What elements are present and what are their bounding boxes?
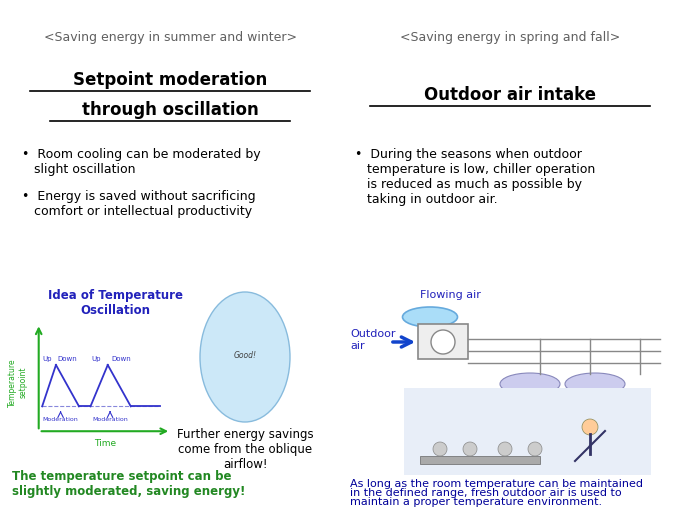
Text: airflow!: airflow! bbox=[223, 458, 267, 471]
Bar bbox=[420, 456, 540, 464]
Text: Down: Down bbox=[112, 355, 131, 361]
Circle shape bbox=[433, 442, 447, 456]
Ellipse shape bbox=[565, 373, 625, 395]
Text: Moderation: Moderation bbox=[43, 416, 78, 421]
Text: through oscillation: through oscillation bbox=[82, 101, 258, 119]
Text: in the defined range, fresh outdoor air is used to: in the defined range, fresh outdoor air … bbox=[350, 487, 622, 497]
Text: <Saving energy in summer and winter>: <Saving energy in summer and winter> bbox=[44, 32, 296, 44]
Bar bbox=[418, 324, 468, 359]
Circle shape bbox=[528, 442, 542, 456]
Text: Down: Down bbox=[58, 355, 78, 361]
Text: <Saving energy in spring and fall>: <Saving energy in spring and fall> bbox=[400, 32, 620, 44]
Text: Oscillation: Oscillation bbox=[80, 304, 150, 317]
Text: Temperature
setpoint: Temperature setpoint bbox=[8, 357, 28, 406]
Circle shape bbox=[582, 419, 598, 435]
Text: Flowing air: Flowing air bbox=[420, 290, 481, 299]
Text: Setpoint moderation: Setpoint moderation bbox=[73, 71, 267, 89]
Text: Up: Up bbox=[42, 355, 52, 361]
Text: As long as the room temperature can be maintained: As long as the room temperature can be m… bbox=[350, 478, 643, 488]
Text: come from the oblique: come from the oblique bbox=[178, 443, 312, 456]
Text: is reduced as much as possible by: is reduced as much as possible by bbox=[355, 178, 582, 191]
Text: The temperature setpoint can be: The temperature setpoint can be bbox=[12, 470, 231, 483]
Ellipse shape bbox=[500, 373, 560, 395]
Text: slightly moderated, saving energy!: slightly moderated, saving energy! bbox=[12, 485, 245, 497]
Text: comfort or intellectual productivity: comfort or intellectual productivity bbox=[22, 205, 252, 217]
Text: Idea of Temperature: Idea of Temperature bbox=[48, 289, 182, 302]
Text: •  During the seasons when outdoor: • During the seasons when outdoor bbox=[355, 148, 582, 161]
Text: Outdoor air intake: Outdoor air intake bbox=[424, 86, 596, 104]
Circle shape bbox=[431, 330, 455, 354]
Text: Up: Up bbox=[92, 355, 101, 361]
Text: •  Energy is saved without sacrificing: • Energy is saved without sacrificing bbox=[22, 190, 256, 203]
Text: Good!: Good! bbox=[233, 350, 256, 359]
Text: Moderation: Moderation bbox=[92, 416, 128, 421]
Text: •  Room cooling can be moderated by: • Room cooling can be moderated by bbox=[22, 148, 260, 161]
Text: taking in outdoor air.: taking in outdoor air. bbox=[355, 192, 498, 206]
Text: slight oscillation: slight oscillation bbox=[22, 163, 135, 176]
Ellipse shape bbox=[200, 293, 290, 422]
Ellipse shape bbox=[403, 307, 458, 327]
Text: Time: Time bbox=[94, 438, 116, 447]
Text: Outdoor
air: Outdoor air bbox=[350, 328, 396, 350]
Text: Further energy savings: Further energy savings bbox=[177, 428, 313, 441]
Text: maintain a proper temperature environment.: maintain a proper temperature environmen… bbox=[350, 496, 602, 506]
Circle shape bbox=[463, 442, 477, 456]
FancyBboxPatch shape bbox=[404, 388, 651, 475]
Text: temperature is low, chiller operation: temperature is low, chiller operation bbox=[355, 163, 595, 176]
Circle shape bbox=[498, 442, 512, 456]
